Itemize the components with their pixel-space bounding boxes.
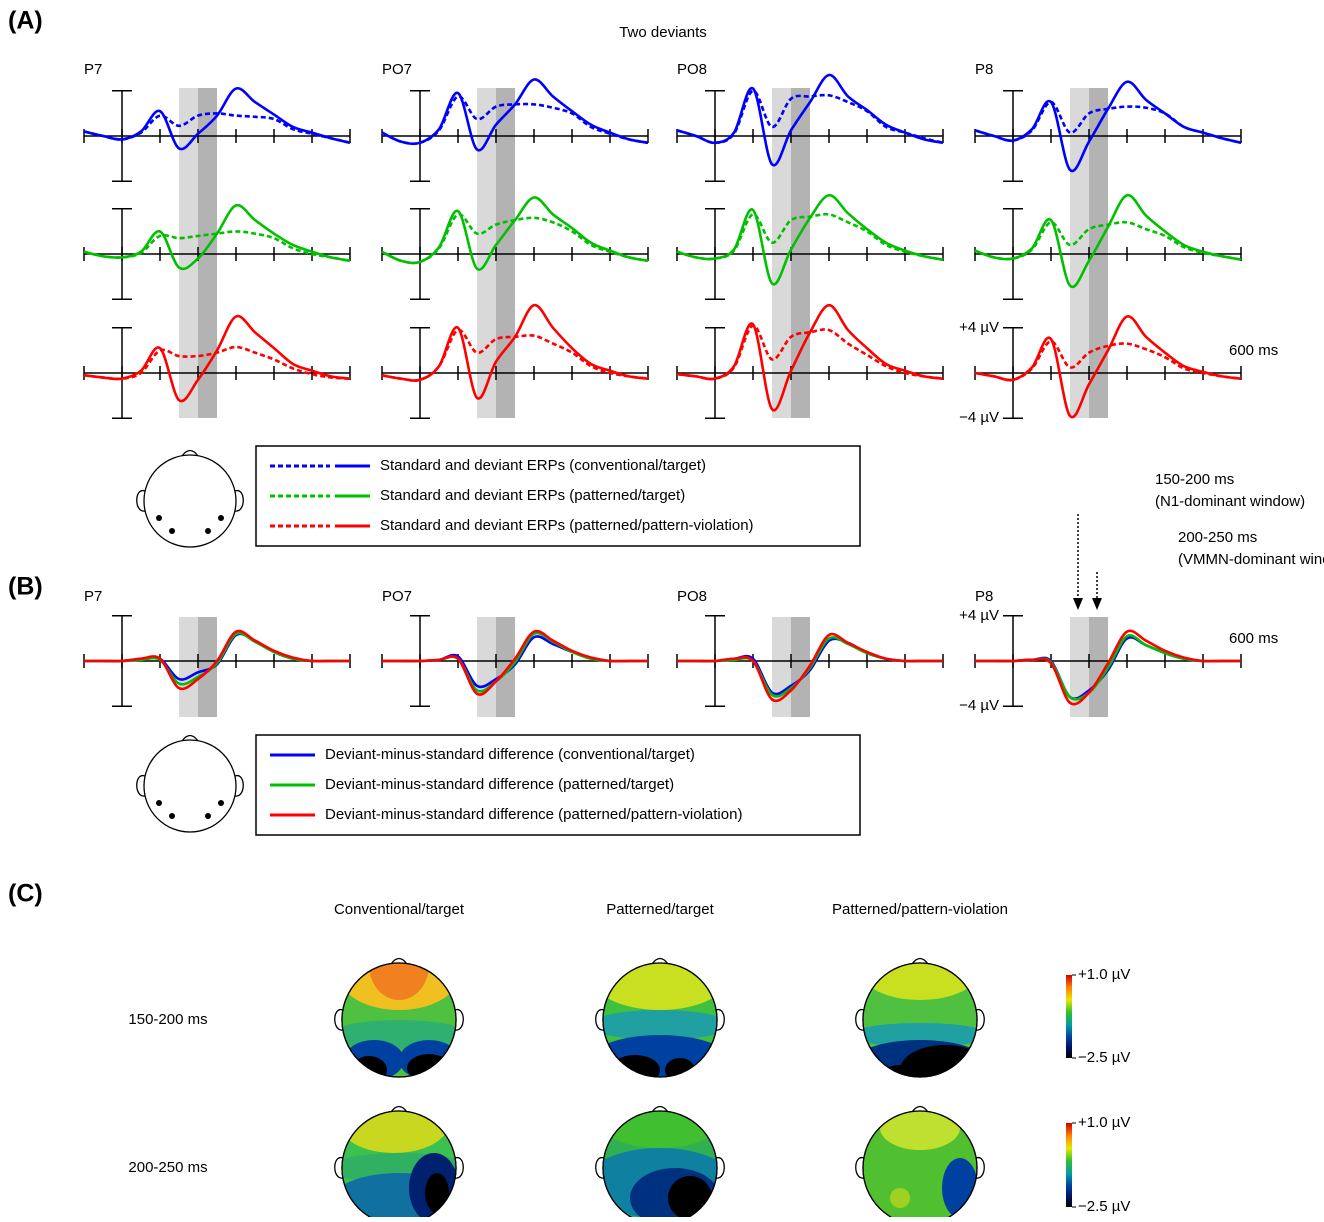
legend-label: Deviant-minus-standard difference (patte… bbox=[325, 806, 742, 823]
map-region bbox=[590, 940, 730, 1010]
column-title: Conventional/target bbox=[334, 901, 465, 918]
electrode-dot bbox=[218, 515, 224, 521]
head-icon bbox=[137, 736, 244, 833]
y-tick-label: +4 µV bbox=[959, 607, 999, 624]
electrode-label: P7 bbox=[84, 61, 102, 78]
colorbar-label: +1.0 µV bbox=[1078, 966, 1130, 983]
map-region bbox=[425, 1173, 449, 1213]
map-region bbox=[665, 1058, 695, 1082]
row-label: 200-250 ms bbox=[128, 1159, 207, 1176]
electrode-dot bbox=[205, 528, 211, 534]
annotation: 200-250 ms bbox=[1178, 529, 1257, 546]
legend-label: Standard and deviant ERPs (conventional/… bbox=[380, 457, 706, 474]
arrow-head bbox=[1092, 598, 1102, 610]
electrode-dot bbox=[169, 528, 175, 534]
legend-label: Standard and deviant ERPs (patterned/pat… bbox=[380, 517, 754, 534]
electrode-dot bbox=[156, 800, 162, 806]
map-region bbox=[369, 930, 429, 1000]
x-tick-label: 600 ms bbox=[1229, 342, 1278, 359]
annotation: (N1-dominant window) bbox=[1155, 493, 1305, 510]
x-tick-label: 600 ms bbox=[1229, 630, 1278, 647]
panel-label: (B) bbox=[8, 573, 43, 601]
electrode-label: PO7 bbox=[382, 588, 412, 605]
head-icon bbox=[137, 451, 244, 548]
map-region bbox=[880, 1065, 920, 1095]
time-window bbox=[179, 617, 198, 717]
panel-label: (C) bbox=[8, 880, 43, 908]
time-window bbox=[791, 617, 810, 717]
map-region bbox=[860, 940, 980, 1000]
annotation: (VMMN-dominant window) bbox=[1178, 551, 1324, 568]
map-region bbox=[339, 1093, 449, 1153]
electrode-label: P8 bbox=[975, 61, 993, 78]
electrode-dot bbox=[156, 515, 162, 521]
time-window bbox=[791, 88, 810, 418]
column-title: Patterned/target bbox=[606, 901, 714, 918]
electrode-dot bbox=[218, 800, 224, 806]
y-tick-label: −4 µV bbox=[959, 409, 999, 426]
electrode-dot bbox=[205, 813, 211, 819]
colorbar-label: −2.5 µV bbox=[1078, 1198, 1130, 1215]
legend-label: Standard and deviant ERPs (patterned/tar… bbox=[380, 487, 685, 504]
colorbar-label: +1.0 µV bbox=[1078, 1114, 1130, 1131]
row-label: 150-200 ms bbox=[128, 1011, 207, 1028]
time-window bbox=[496, 88, 515, 418]
arrow-head bbox=[1073, 598, 1083, 610]
electrode-label: P8 bbox=[975, 588, 993, 605]
colorbar bbox=[1066, 1123, 1072, 1207]
topomap bbox=[863, 1106, 978, 1217]
figure: (A) Two deviants (B) (C) P7 PO7 PO8 P8 600 m… bbox=[0, 0, 1324, 1217]
time-window bbox=[477, 617, 496, 717]
topomap bbox=[329, 930, 469, 1084]
y-tick-label: −4 µV bbox=[959, 697, 999, 714]
topomap bbox=[585, 1098, 735, 1217]
panel-title: Two deviants bbox=[619, 24, 707, 41]
colorbar bbox=[1066, 975, 1072, 1058]
electrode-label: PO7 bbox=[382, 61, 412, 78]
map-region bbox=[600, 1098, 720, 1148]
map-region bbox=[351, 1056, 387, 1084]
legend-label: Deviant-minus-standard difference (patte… bbox=[325, 776, 674, 793]
electrode-dot bbox=[169, 813, 175, 819]
electrode-label: PO8 bbox=[677, 61, 707, 78]
electrode-label: PO8 bbox=[677, 588, 707, 605]
map-region bbox=[880, 1106, 960, 1150]
panel-label: (A) bbox=[8, 7, 43, 35]
time-window bbox=[198, 88, 217, 418]
map-region bbox=[610, 1055, 660, 1085]
legend-label: Deviant-minus-standard difference (conve… bbox=[325, 746, 695, 763]
scalp bbox=[144, 740, 236, 832]
colorbar-label: −2.5 µV bbox=[1078, 1049, 1130, 1066]
column-title: Patterned/pattern-violation bbox=[832, 901, 1008, 918]
annotation: 150-200 ms bbox=[1155, 471, 1234, 488]
scalp bbox=[144, 455, 236, 547]
y-tick-label: +4 µV bbox=[959, 319, 999, 336]
map-region bbox=[890, 1188, 910, 1208]
electrode-label: P7 bbox=[84, 588, 102, 605]
